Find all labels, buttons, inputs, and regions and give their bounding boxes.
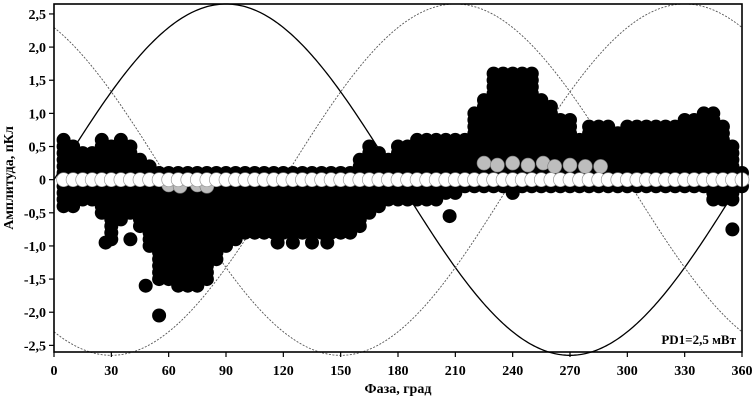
x-tick-label: 180 (388, 364, 409, 379)
pd-point-light (547, 159, 563, 174)
pd-power-annotation: PD1=2,5 мВт (661, 332, 736, 347)
x-tick-label: 60 (162, 364, 176, 379)
pd-point (543, 99, 558, 114)
pd-point (352, 219, 367, 234)
pd-point (725, 192, 740, 207)
pd-point (563, 113, 577, 127)
x-axis-title: Фаза, град (365, 382, 432, 397)
pd-point (725, 222, 740, 237)
y-tick-label: -1,5 (24, 273, 46, 288)
pd-point (270, 235, 285, 250)
pd-point-light (562, 157, 578, 173)
x-tick-label: 30 (104, 364, 118, 379)
y-axis-title: Амплитуда, пКл (2, 126, 17, 230)
y-tick-label: -2,5 (24, 339, 46, 354)
pd-point-light (520, 157, 536, 173)
pd-point-light (577, 159, 593, 174)
y-tick-label: 2,0 (29, 41, 47, 56)
pd-point (706, 106, 721, 121)
pd-point (524, 66, 539, 81)
x-tick-label: 360 (732, 364, 753, 379)
x-tick-label: 150 (330, 364, 351, 379)
y-tick-label: 1,5 (29, 74, 47, 89)
x-tick-label: 0 (51, 364, 58, 379)
pd-point (138, 278, 153, 293)
pd-point (305, 235, 319, 250)
x-tick-label: 240 (502, 364, 523, 379)
pd-point (320, 235, 335, 250)
reference-sine-2 (53, 3, 743, 356)
x-tick-label: 90 (219, 364, 233, 379)
pd-point (285, 235, 300, 250)
pd-point (442, 209, 457, 224)
pd-point (123, 139, 138, 154)
y-tick-label: -1,0 (24, 240, 46, 255)
pd-point (725, 139, 740, 154)
y-tick-label: -0,5 (24, 207, 46, 222)
y-tick-label: 0 (39, 174, 46, 189)
pd-point (152, 308, 167, 323)
x-tick-label: 300 (617, 364, 638, 379)
pd-point (505, 185, 520, 200)
pd-points (56, 66, 750, 323)
pd-point (199, 272, 214, 287)
pd-point (209, 252, 224, 267)
y-tick-label: -2,0 (24, 306, 46, 321)
pd-point (715, 119, 730, 134)
y-tick-label: 0,5 (29, 141, 47, 156)
x-tick-label: 120 (273, 364, 294, 379)
pd-point-light (505, 155, 521, 171)
pd-point (123, 232, 138, 247)
pd-point-light (476, 155, 492, 171)
x-tick-label: 210 (445, 364, 466, 379)
pd-point-light (593, 159, 608, 174)
axis-ticks: 0 30 60 90 120 150 180 210 240 270 300 330 360 2,5 2,0… (24, 8, 753, 379)
y-tick-label: 1,0 (29, 107, 47, 122)
pd-point-light (490, 157, 505, 173)
x-tick-label: 270 (560, 364, 581, 379)
pd-point (98, 235, 113, 250)
y-tick-label: 2,5 (29, 8, 47, 23)
x-tick-label: 330 (674, 364, 695, 379)
